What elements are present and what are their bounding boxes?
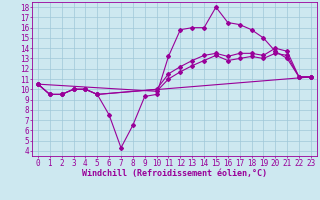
X-axis label: Windchill (Refroidissement éolien,°C): Windchill (Refroidissement éolien,°C) (82, 169, 267, 178)
